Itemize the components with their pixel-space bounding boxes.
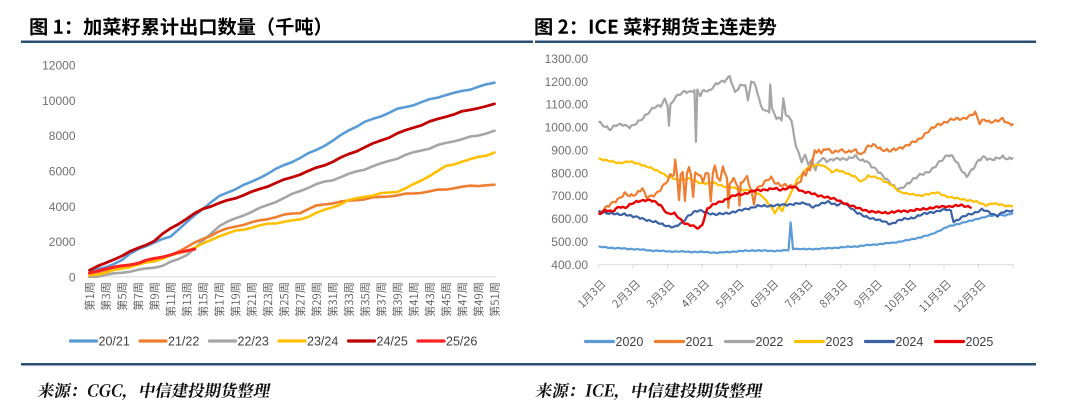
svg-text:12000: 12000 (42, 59, 76, 73)
svg-text:600.00: 600.00 (551, 212, 588, 226)
svg-text:24/25: 24/25 (377, 335, 408, 349)
svg-text:400.00: 400.00 (551, 258, 588, 272)
svg-text:2024: 2024 (896, 335, 924, 349)
svg-text:500.00: 500.00 (551, 235, 588, 249)
svg-text:2021: 2021 (686, 335, 714, 349)
svg-text:800.00: 800.00 (551, 166, 588, 180)
svg-text:20/21: 20/21 (99, 335, 130, 349)
svg-text:25/26: 25/26 (446, 335, 477, 349)
svg-text:2000: 2000 (49, 235, 76, 249)
svg-text:1300.00: 1300.00 (545, 52, 589, 66)
svg-text:0: 0 (69, 270, 76, 284)
svg-text:1100.00: 1100.00 (546, 98, 589, 112)
svg-text:22/23: 22/23 (238, 335, 269, 349)
svg-text:2022: 2022 (756, 335, 784, 349)
svg-text:1200.00: 1200.00 (545, 75, 589, 89)
svg-text:2023: 2023 (826, 335, 854, 349)
svg-text:1000.00: 1000.00 (545, 121, 589, 135)
svg-text:700.00: 700.00 (551, 189, 588, 203)
svg-text:2025: 2025 (966, 335, 994, 349)
svg-text:21/22: 21/22 (168, 335, 199, 349)
svg-text:8000: 8000 (49, 129, 76, 143)
svg-text:900.00: 900.00 (551, 144, 588, 158)
svg-text:23/24: 23/24 (307, 335, 338, 349)
svg-text:10000: 10000 (42, 94, 76, 108)
svg-text:4000: 4000 (49, 200, 76, 214)
svg-text:2020: 2020 (616, 335, 644, 349)
svg-text:6000: 6000 (49, 165, 76, 179)
